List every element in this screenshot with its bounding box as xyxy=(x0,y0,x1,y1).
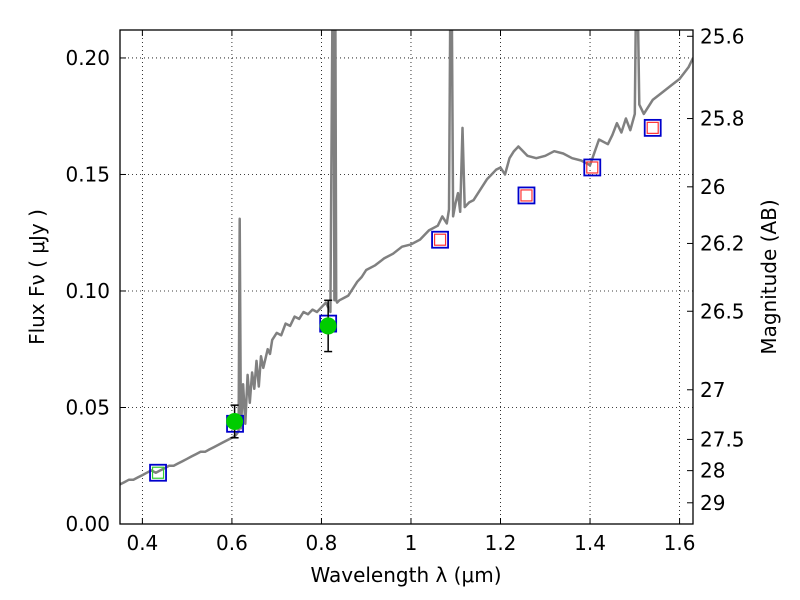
green-data-point xyxy=(226,412,244,430)
red-square-marker xyxy=(646,121,659,134)
right-tick-label: 25.8 xyxy=(700,107,745,131)
right-tick-label: 27.5 xyxy=(700,427,745,451)
right-tick-label: 26.2 xyxy=(700,231,745,255)
plot-frame xyxy=(119,29,694,525)
model-spectrum-line xyxy=(120,30,693,486)
x-tick-label: 1.2 xyxy=(485,531,517,555)
y-axis-title: Flux Fν ( μJy ) xyxy=(25,209,49,345)
red-square-marker xyxy=(520,189,533,202)
x-axis-title: Wavelength λ (μm) xyxy=(310,563,501,587)
right-tick-label: 27 xyxy=(700,378,725,402)
y-tick-label: 0.00 xyxy=(65,512,110,536)
x-tick-label: 1.6 xyxy=(664,531,696,555)
y-tick-label: 0.10 xyxy=(65,279,110,303)
red-square-marker xyxy=(586,161,599,174)
right-tick-label: 28 xyxy=(700,459,725,483)
red-square-marker xyxy=(433,233,447,246)
y-axis-right-title: Magnitude (AB) xyxy=(757,199,781,354)
axis-ticks: 0.4 0.6 0.8 1 1.2 1.4 1.6 0.00 0.05 0.10 0.15 0.20 2… xyxy=(65,24,744,555)
blue-square-marker xyxy=(149,463,167,482)
y-tick-label: 0.15 xyxy=(65,162,110,186)
x-tick-label: 1 xyxy=(405,531,418,555)
series-layer xyxy=(120,30,693,486)
blue-square-marker xyxy=(517,186,536,205)
x-tick-label: 0.4 xyxy=(126,531,158,555)
blue-square-marker xyxy=(431,230,449,249)
green-data-point xyxy=(319,317,337,335)
right-tick-label: 26 xyxy=(700,175,725,199)
right-tick-label: 25.6 xyxy=(700,24,745,48)
x-tick-label: 0.6 xyxy=(216,531,248,555)
green-square-marker xyxy=(151,466,165,479)
right-tick-label: 26.5 xyxy=(700,299,745,323)
blue-square-marker xyxy=(643,118,662,137)
x-tick-label: 1.4 xyxy=(574,531,606,555)
y-tick-label: 0.05 xyxy=(65,395,110,419)
x-tick-label: 0.8 xyxy=(306,531,338,555)
y-tick-label: 0.20 xyxy=(65,46,110,70)
blue-square-marker xyxy=(583,158,602,177)
right-tick-label: 29 xyxy=(700,491,725,515)
grid-lines xyxy=(120,30,693,525)
